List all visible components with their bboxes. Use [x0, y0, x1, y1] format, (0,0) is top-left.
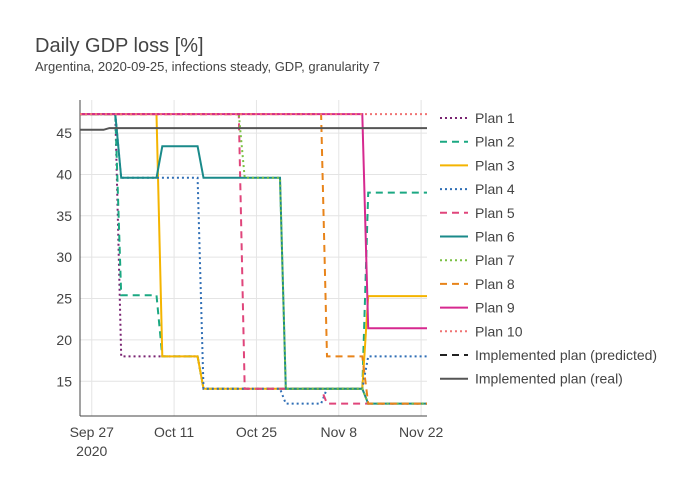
legend-label: Implemented plan (predicted): [475, 347, 657, 363]
legend-label: Plan 8: [475, 276, 515, 292]
legend-label: Plan 3: [475, 157, 515, 173]
legend: Plan 1 Plan 2 Plan 3 Plan 4 Plan 5 Plan 6 Plan…: [440, 110, 657, 387]
chart-subtitle: Argentina, 2020-09-25, infections steady…: [35, 59, 380, 74]
series-line-plan-2: [80, 113, 427, 390]
series-line-plan-7: [80, 113, 427, 405]
series-line-plan-8: [80, 113, 427, 405]
y-tick-label: 30: [56, 249, 72, 265]
x-tick-label: Nov 22: [399, 424, 444, 440]
y-tick-label: 40: [56, 166, 72, 182]
series-line-plan-4: [80, 113, 427, 405]
y-tick-label: 15: [56, 373, 72, 389]
legend-label: Plan 2: [475, 134, 515, 150]
x-tick-label: Oct 11: [154, 424, 194, 440]
x-tick-label: Sep 27: [70, 424, 115, 440]
axes: 15 20 25 30 35 40 45 Sep 27 2020 Oct 11 Oct 25 Nov …: [56, 100, 444, 459]
series-line-plan-6: [80, 113, 427, 405]
chart-title: Daily GDP loss [%]: [35, 35, 204, 57]
y-tick-label: 25: [56, 291, 72, 307]
plot-area: [80, 113, 427, 405]
y-tick-label: 20: [56, 332, 72, 348]
series-line-plan-1: [80, 113, 427, 405]
legend-label: Plan 1: [475, 110, 515, 126]
x-tick-sublabel: 2020: [76, 443, 107, 459]
legend-label: Plan 5: [475, 205, 515, 221]
series-line-plan-5: [80, 113, 427, 405]
legend-label: Plan 9: [475, 300, 515, 316]
grid: [80, 100, 427, 416]
legend-label: Plan 6: [475, 229, 515, 245]
legend-label: Plan 10: [475, 323, 523, 339]
x-tick-label: Nov 8: [320, 424, 357, 440]
y-tick-label: 35: [56, 208, 72, 224]
y-tick-label: 45: [56, 125, 72, 141]
legend-label: Plan 4: [475, 181, 515, 197]
series-line-plan-3: [80, 113, 427, 390]
legend-label: Implemented plan (real): [475, 371, 623, 387]
series-line-plan-12: [80, 127, 427, 131]
legend-label: Plan 7: [475, 252, 515, 268]
x-tick-label: Oct 25: [236, 424, 277, 440]
